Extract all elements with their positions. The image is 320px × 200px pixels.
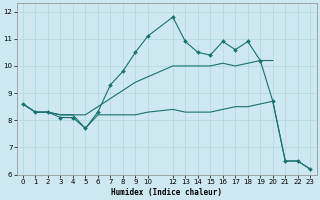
X-axis label: Humidex (Indice chaleur): Humidex (Indice chaleur) [111, 188, 222, 197]
